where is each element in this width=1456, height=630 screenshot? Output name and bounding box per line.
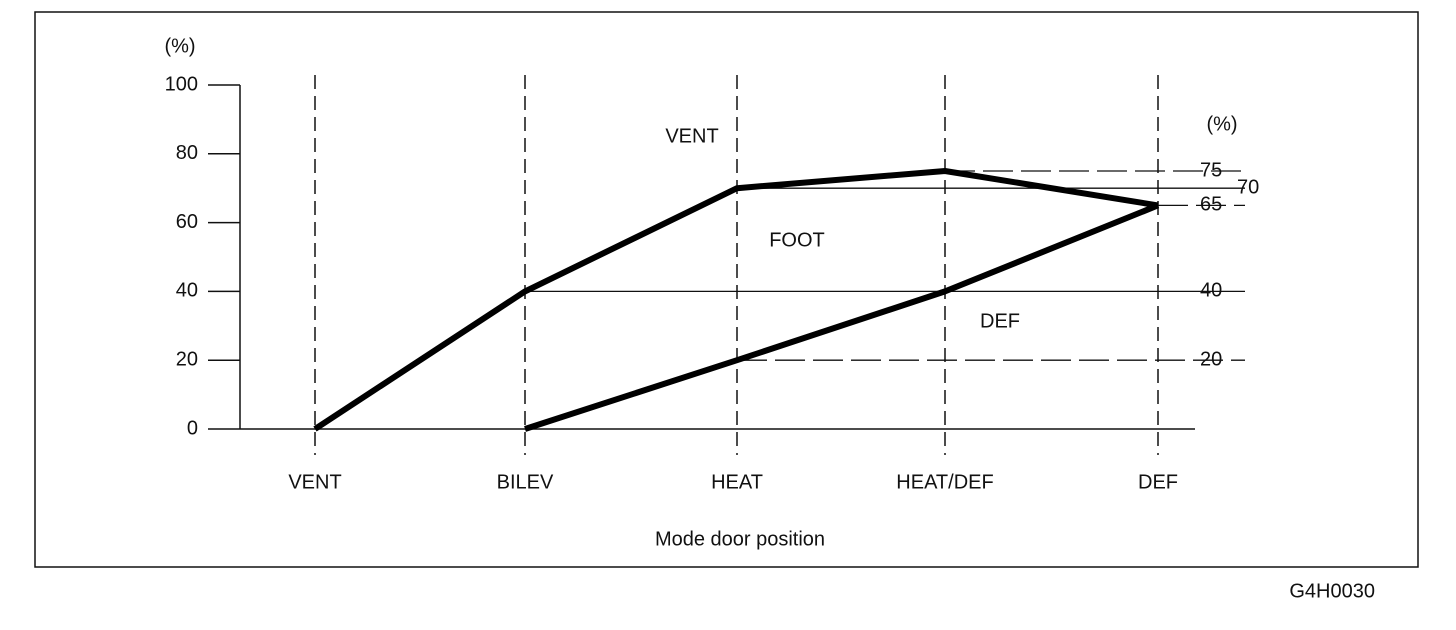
y-tick-label: 80 — [176, 142, 198, 164]
y2-tick-label: 70 — [1237, 176, 1259, 198]
y2-tick-label: 75 — [1200, 159, 1222, 181]
y2-tick-label: 40 — [1200, 280, 1222, 302]
figure-code: G4H0030 — [1289, 580, 1375, 602]
y-tick-label: 60 — [176, 211, 198, 233]
y2-tick-label: 65 — [1200, 194, 1222, 216]
region-label: VENT — [665, 125, 718, 147]
x-tick-label: HEAT/DEF — [896, 471, 993, 493]
x-axis-label: Mode door position — [655, 528, 825, 550]
x-tick-label: DEF — [1138, 471, 1178, 493]
y-tick-label: 40 — [176, 280, 198, 302]
y-unit: (%) — [164, 35, 195, 57]
series-line — [524, 202, 1160, 432]
y-tick-label: 0 — [187, 417, 198, 439]
y2-tick-label: 20 — [1200, 348, 1222, 370]
frame — [34, 11, 1419, 568]
x-tick-label: HEAT — [711, 471, 763, 493]
region-label: DEF — [980, 310, 1020, 332]
region-label: FOOT — [769, 229, 825, 251]
y-tick-label: 20 — [176, 348, 198, 370]
x-tick-label: VENT — [288, 471, 341, 493]
series-line — [313, 168, 1159, 432]
y2-unit: (%) — [1206, 113, 1237, 135]
x-tick-label: BILEV — [497, 471, 554, 493]
y-tick-label: 100 — [165, 73, 198, 95]
